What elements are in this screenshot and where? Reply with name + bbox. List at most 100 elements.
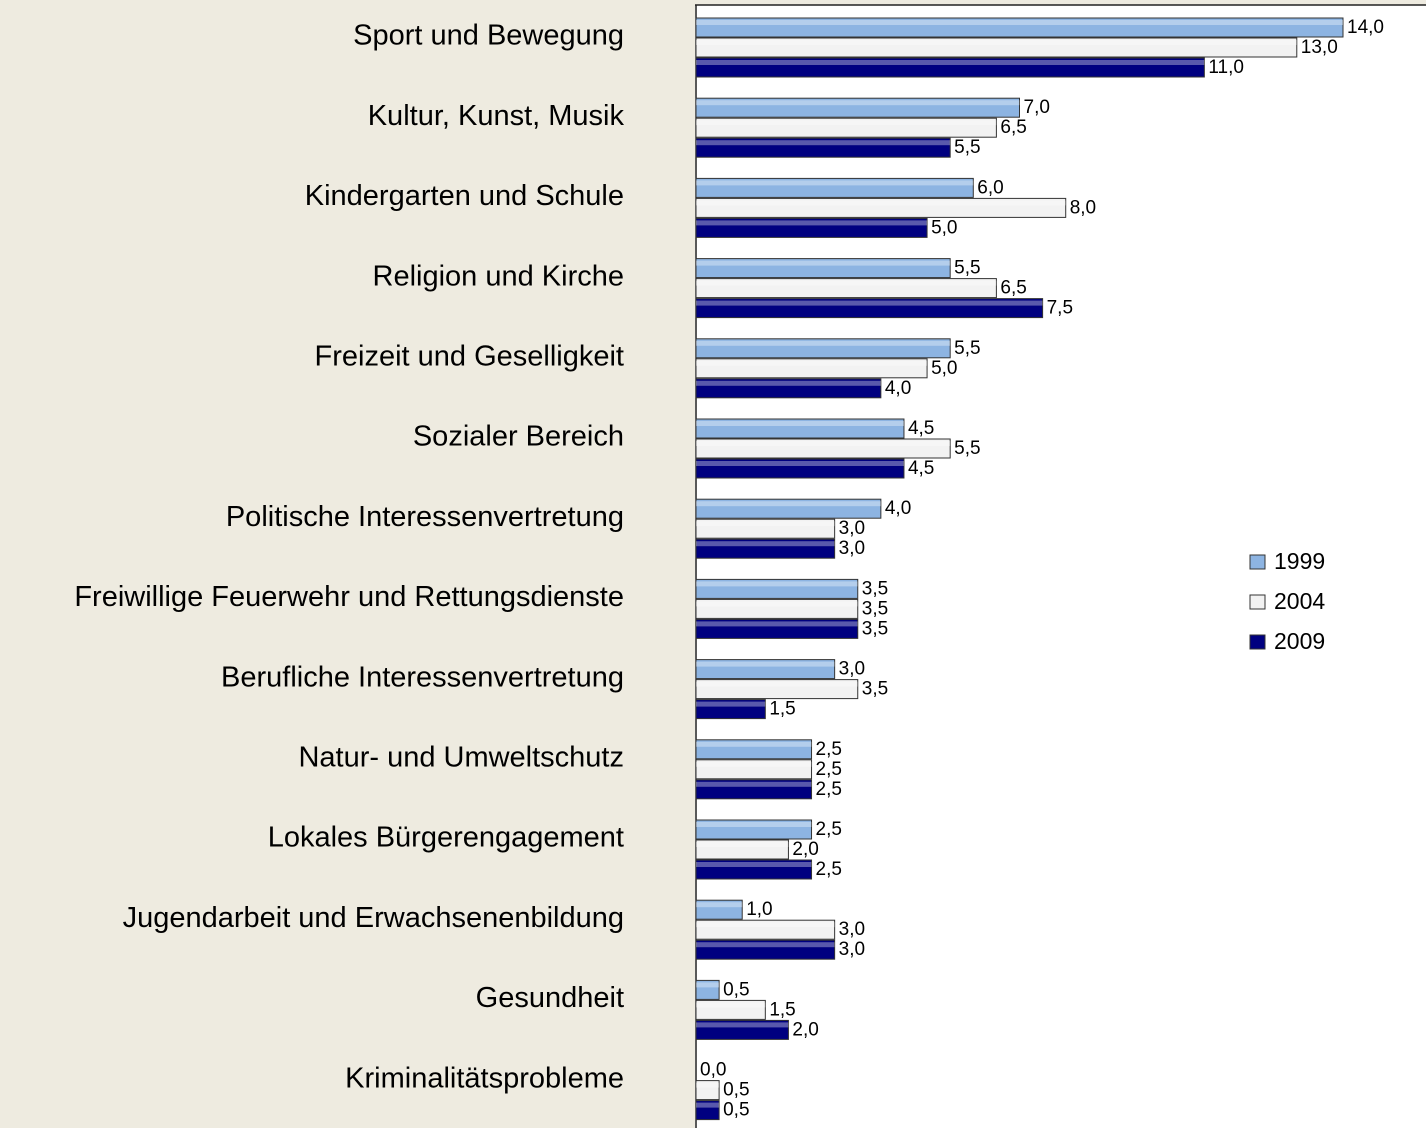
value-label: 0,5 — [723, 1080, 749, 1101]
bar-highlight — [696, 942, 835, 948]
value-label: 4,0 — [885, 378, 911, 399]
bar — [695, 919, 836, 940]
bar-highlight — [696, 842, 789, 847]
value-label: 14,0 — [1347, 17, 1384, 38]
bar — [695, 1100, 720, 1121]
bar — [695, 97, 1020, 118]
bar — [695, 618, 859, 639]
value-label: 3,0 — [839, 939, 865, 960]
value-label: 11,0 — [1208, 57, 1244, 78]
bar-highlight — [696, 741, 812, 747]
bar-highlight — [696, 340, 951, 346]
bar — [695, 538, 836, 559]
bar-highlight — [696, 501, 881, 507]
value-label: 5,0 — [931, 217, 957, 238]
bar — [695, 438, 951, 459]
category-label: Jugendarbeit und Erwachsenenbildung — [123, 902, 624, 934]
value-label: 1,5 — [769, 699, 795, 720]
value-label: 2,5 — [816, 759, 842, 780]
bar-highlight — [696, 120, 997, 126]
bar-highlight — [696, 761, 812, 767]
value-label: 2,5 — [816, 739, 842, 760]
value-label: 3,0 — [839, 538, 865, 559]
value-label: 4,5 — [908, 418, 934, 439]
bar — [695, 137, 951, 158]
bar-highlight — [696, 1022, 789, 1028]
bar-highlight — [696, 280, 997, 286]
bar-highlight — [696, 982, 720, 988]
legend-swatch — [1249, 634, 1266, 650]
bar — [695, 338, 951, 359]
bar-highlight — [696, 601, 858, 607]
bar-highlight — [696, 380, 881, 386]
category-label: Politische Interessenvertretung — [226, 501, 624, 533]
value-label: 7,0 — [1024, 97, 1050, 118]
bar — [695, 759, 813, 780]
value-label: 0,5 — [723, 1100, 749, 1121]
bar-highlight — [696, 180, 974, 186]
bar — [695, 378, 882, 399]
category-label: Kriminalitätsprobleme — [345, 1062, 624, 1094]
bar — [695, 37, 1298, 58]
bar — [695, 278, 997, 299]
bar — [695, 177, 974, 198]
bar-highlight — [696, 20, 1343, 25]
bar — [695, 258, 951, 279]
bar-highlight — [696, 461, 904, 466]
category-label: Sozialer Bereich — [413, 421, 624, 453]
bar-highlight — [696, 862, 812, 867]
bar — [695, 859, 813, 880]
category-label: Kultur, Kunst, Musik — [368, 100, 625, 132]
bar — [695, 819, 813, 840]
value-label: 2,0 — [792, 839, 818, 860]
category-label: Gesundheit — [476, 982, 624, 1014]
bar-highlight — [696, 541, 835, 547]
bar-highlight — [696, 60, 1205, 65]
bar-highlight — [696, 781, 812, 787]
bar — [695, 358, 928, 379]
bar-highlight — [696, 200, 1066, 206]
value-label: 3,0 — [839, 919, 865, 940]
bar-highlight — [696, 260, 951, 266]
bar — [695, 1080, 720, 1101]
bar-highlight — [696, 300, 1043, 306]
bar — [695, 217, 928, 238]
value-label: 13,0 — [1301, 37, 1338, 58]
legend-swatch — [1249, 554, 1266, 570]
legend-swatch — [1249, 594, 1266, 610]
value-label: 2,5 — [816, 779, 842, 800]
bar-highlight — [696, 140, 951, 146]
value-label: 8,0 — [1070, 197, 1096, 218]
bar-highlight — [696, 822, 812, 827]
value-label: 0,5 — [723, 979, 749, 1000]
bar-highlight — [696, 100, 1020, 106]
value-label: 3,0 — [839, 659, 865, 680]
legend-label: 1999 — [1274, 548, 1325, 574]
value-label: 7,5 — [1047, 298, 1073, 319]
bar — [695, 418, 905, 439]
value-label: 3,5 — [862, 578, 888, 599]
legend-label: 2004 — [1274, 588, 1325, 614]
category-label: Freizeit und Geselligkeit — [315, 340, 624, 372]
value-label: 5,5 — [954, 338, 980, 359]
bar — [695, 999, 766, 1020]
value-label: 5,5 — [954, 137, 980, 158]
bar-highlight — [696, 220, 928, 226]
bar-highlight — [696, 902, 743, 908]
value-label: 0,0 — [700, 1060, 726, 1081]
bar — [695, 659, 836, 680]
value-label: 3,5 — [862, 598, 888, 619]
value-label: 6,5 — [1000, 117, 1026, 138]
bar-highlight — [696, 681, 858, 687]
value-label: 2,0 — [792, 1019, 818, 1040]
value-label: 2,5 — [816, 819, 842, 840]
bar-highlight — [696, 1082, 720, 1088]
bar-highlight — [696, 521, 835, 527]
bar — [695, 598, 859, 619]
bar — [695, 979, 720, 1000]
bar-highlight — [696, 421, 904, 426]
value-label: 5,5 — [954, 258, 980, 279]
bar-highlight — [696, 581, 858, 587]
